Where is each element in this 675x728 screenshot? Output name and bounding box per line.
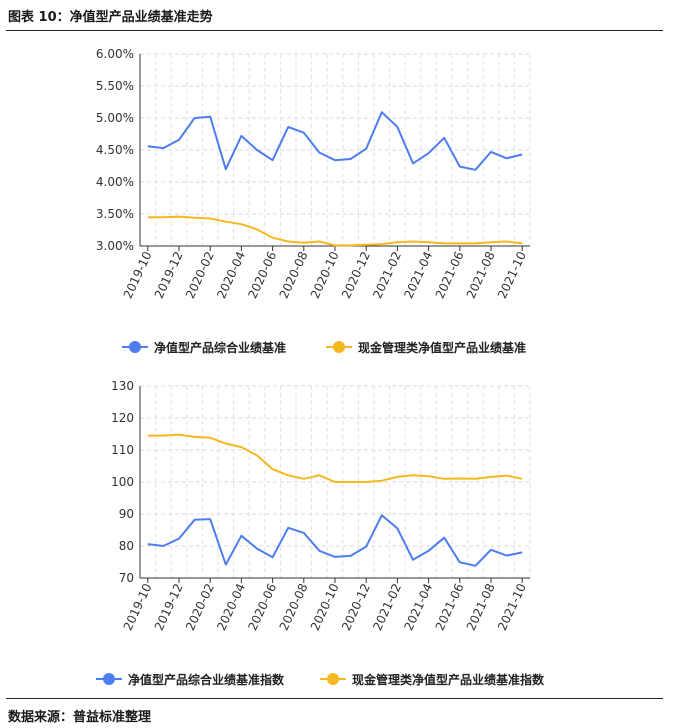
y-tick-label: 3.00%: [96, 239, 134, 253]
bottom-rule: [6, 698, 663, 699]
x-tick-label: 2020-12: [339, 249, 373, 300]
y-tick-label: 120: [111, 411, 134, 425]
y-tick-label: 5.00%: [96, 111, 134, 125]
source-note: 数据来源：普益标准整理: [8, 710, 152, 725]
y-tick-label: 110: [111, 443, 134, 457]
x-tick-label: 2020-10: [308, 581, 342, 632]
y-tick-label: 4.00%: [96, 175, 134, 189]
top-rule: [6, 30, 663, 31]
chart-1: 3.00% 3.50% 4.00% 4.50% 5.00% 5.50% 6.00% 2019-…: [96, 47, 531, 355]
y-tick-label: 80: [119, 539, 134, 553]
x-tick-label: 2021-02: [370, 581, 404, 632]
x-tick-label: 2020-06: [245, 581, 279, 632]
x-tick-label: 2021-04: [401, 249, 435, 300]
y-tick-label: 5.50%: [96, 79, 134, 93]
x-tick-label: 2019-10: [121, 249, 155, 300]
y-tick-label: 70: [119, 571, 134, 585]
chart-legend[interactable]: 净值型产品综合业绩基准 现金管理类净值型产品业绩基准: [122, 340, 526, 355]
x-tick-label: 2021-10: [495, 581, 529, 632]
x-tick-label: 2020-08: [277, 581, 311, 632]
x-tick-label: 2019-12: [152, 581, 186, 632]
series-line-1: [147, 514, 523, 567]
x-tick-label: 2019-10: [121, 581, 155, 632]
x-tick-label: 2021-10: [495, 249, 529, 300]
y-tick-label: 130: [111, 379, 134, 393]
chart-2: 7080901001101201302019-102019-122020-022…: [96, 379, 545, 687]
legend-label: 现金管理类净值型产品业绩基准指数: [352, 672, 545, 687]
x-tick-label: 2020-10: [308, 249, 342, 300]
x-tick-label: 2019-12: [152, 249, 186, 300]
legend-marker: [327, 673, 339, 685]
x-tick-label: 2020-04: [214, 249, 248, 300]
legend-label: 净值型产品综合业绩基准指数: [128, 672, 285, 687]
y-tick-label: 90: [119, 507, 134, 521]
y-tick-label: 6.00%: [96, 47, 134, 61]
x-tick-label: 2021-08: [464, 249, 498, 300]
x-tick-label: 2020-08: [277, 249, 311, 300]
x-tick-label: 2020-02: [183, 249, 217, 300]
legend-marker: [129, 341, 141, 353]
x-tick-label: 2021-04: [401, 581, 435, 632]
x-tick-label: 2021-06: [433, 581, 467, 632]
x-tick-label: 2021-06: [433, 249, 467, 300]
figure-title: 图表 10：净值型产品业绩基准走势: [8, 10, 213, 25]
legend-label: 净值型产品综合业绩基准: [154, 340, 286, 355]
x-tick-label: 2020-06: [245, 249, 279, 300]
x-tick-label: 2020-12: [339, 581, 373, 632]
series-line-2: [147, 215, 523, 247]
x-tick-label: 2021-08: [464, 581, 498, 632]
chart-legend[interactable]: 净值型产品综合业绩基准指数 现金管理类净值型产品业绩基准指数: [96, 672, 545, 687]
series-line-2: [147, 433, 523, 483]
legend-label: 现金管理类净值型产品业绩基准: [358, 340, 526, 355]
legend-marker: [333, 341, 345, 353]
x-tick-label: 2020-04: [214, 581, 248, 632]
y-tick-label: 100: [111, 475, 134, 489]
y-tick-label: 4.50%: [96, 143, 134, 157]
series-line-1: [147, 111, 523, 171]
x-tick-label: 2020-02: [183, 581, 217, 632]
legend-marker: [103, 673, 115, 685]
x-tick-label: 2021-02: [370, 249, 404, 300]
y-tick-label: 3.50%: [96, 207, 134, 221]
